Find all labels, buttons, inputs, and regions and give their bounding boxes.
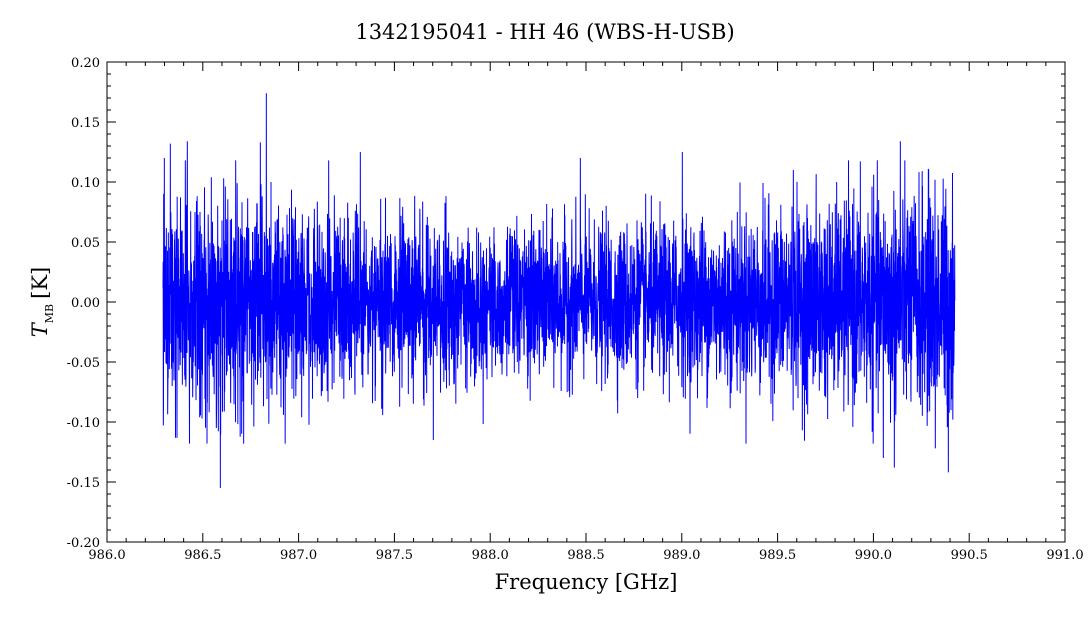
y-axis: -0.20 -0.15 -0.10 -0.05 0.00 0.05 0.10 0.15 0.20 (67, 56, 1065, 551)
y-tick-label: -0.20 (67, 536, 100, 551)
series-layer (162, 93, 956, 489)
y-tick-label: -0.15 (67, 476, 100, 491)
y-axis-unit: [K] (28, 267, 52, 299)
y-tick-label: -0.05 (67, 356, 100, 371)
x-tick-label: 986.0 (88, 548, 125, 563)
y-axis-title: TMB [K] (28, 267, 56, 337)
y-tick-label: 0.15 (71, 116, 100, 131)
x-tick-label: 991.0 (1046, 548, 1083, 563)
x-tick-label: 989.0 (663, 548, 700, 563)
x-axis-title: Frequency [GHz] (495, 570, 678, 594)
y-axis-subscript: MB (43, 304, 56, 323)
chart-title: 1342195041 - HH 46 (WBS-H-USB) (355, 20, 734, 44)
x-tick-label: 989.5 (759, 548, 796, 563)
x-tick-label: 990.5 (951, 548, 988, 563)
x-tick-label: 990.0 (855, 548, 892, 563)
x-tick-label: 986.5 (184, 548, 221, 563)
y-tick-label: -0.10 (67, 416, 100, 431)
spectrum-line (162, 93, 956, 489)
y-tick-label: 0.10 (71, 176, 100, 191)
y-tick-label: 0.05 (71, 236, 100, 251)
x-tick-label: 987.0 (280, 548, 317, 563)
y-axis-symbol: T (28, 321, 52, 337)
x-tick-label: 988.0 (472, 548, 509, 563)
y-tick-label: 0.00 (71, 296, 100, 311)
x-tick-label: 988.5 (567, 548, 604, 563)
y-tick-label: 0.20 (71, 56, 100, 71)
x-axis: 986.0 986.5 987.0 987.5 988.0 988.5 989.0 989.5… (88, 62, 1084, 563)
x-tick-label: 987.5 (376, 548, 413, 563)
